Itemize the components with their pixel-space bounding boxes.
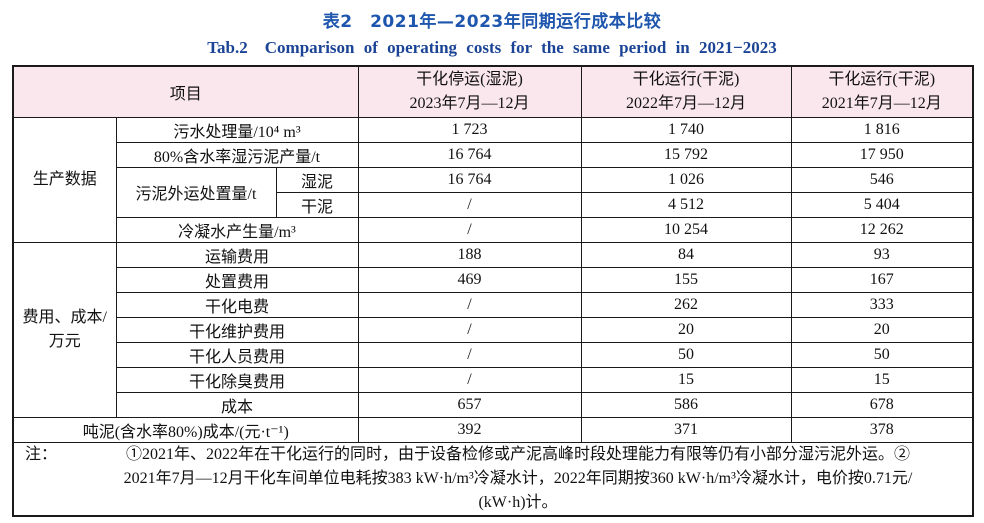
table-row: 干化维护费用 / 20 20 <box>13 316 974 343</box>
table-note: 注： ①2021年、2022年在干化运行的同时，由于设备检修或产泥高峰时段处理能… <box>12 441 974 516</box>
value-cell: 1 723 <box>357 116 582 143</box>
value-cell: / <box>357 216 582 243</box>
value-cell: 546 <box>790 166 974 193</box>
row-label: 冷凝水产生量/m³ <box>115 216 359 243</box>
row-label: 干化电费 <box>115 291 359 318</box>
note-line-3: (kW·h)计。 <box>478 493 558 511</box>
header-line1: 干化停运(湿泥) <box>416 70 523 88</box>
value-cell: 16 764 <box>357 141 582 168</box>
sub-label: 湿泥 <box>275 166 359 193</box>
note-label: 注： <box>24 445 57 463</box>
value-cell: 50 <box>580 341 792 368</box>
table-row: 生产数据 污水处理量/10⁴ m³ 1 723 1 740 1 816 <box>12 116 974 243</box>
row-label: 运输费用 <box>115 241 359 268</box>
sub-label: 干泥 <box>275 191 359 218</box>
table-row: 干化电费 / 262 333 <box>13 291 974 318</box>
value-cell: 10 254 <box>580 216 792 243</box>
table-row: 冷凝水产生量/m³ / 10 254 12 262 <box>13 216 974 243</box>
value-cell: 4 512 <box>580 191 792 218</box>
note-text: ①2021年、2022年在干化运行的同时，由于设备检修或产泥高峰时段处理能力有限… <box>66 443 970 515</box>
comparison-table: 项目 干化停运(湿泥) 2023年7月—12月 干化运行(干泥) 2022年7月… <box>12 65 975 517</box>
table-header-row: 项目 干化停运(湿泥) 2023年7月—12月 干化运行(干泥) 2022年7月… <box>12 65 974 118</box>
row-label: 干化除臭费用 <box>115 366 359 393</box>
value-cell: 15 792 <box>580 141 792 168</box>
row-label: 干化人员费用 <box>115 341 359 368</box>
value-cell: 15 <box>580 366 792 393</box>
value-cell: 16 764 <box>357 166 582 193</box>
row-label: 处置费用 <box>115 266 359 293</box>
value-cell: 93 <box>790 241 974 268</box>
value-cell: 371 <box>580 416 792 443</box>
group-cell-production: 生产数据 <box>12 116 117 243</box>
value-cell: / <box>357 341 582 368</box>
header-line1: 干化运行(干泥) <box>632 70 740 88</box>
header-cell-period-2023: 干化停运(湿泥) 2023年7月—12月 <box>357 65 582 118</box>
row-label: 污水处理量/10⁴ m³ <box>115 116 359 143</box>
value-cell: 1 816 <box>790 116 974 143</box>
value-cell: 469 <box>357 266 582 293</box>
value-cell: / <box>357 291 582 318</box>
value-cell: 50 <box>790 341 974 368</box>
table-row: 80%含水率湿污泥产量/t 16 764 15 792 17 950 <box>13 141 974 168</box>
note-line-2: 2021年7月—12月干化车间单位电耗按383 kW·h/m³冷凝水计，2022… <box>123 469 913 487</box>
value-cell: 586 <box>580 391 792 418</box>
table-note-row: 注： ①2021年、2022年在干化运行的同时，由于设备检修或产泥高峰时段处理能… <box>12 441 974 516</box>
value-cell: 378 <box>790 416 974 443</box>
header-line2: 2022年7月—12月 <box>626 94 747 112</box>
table-row: 成本 657 586 678 <box>13 391 974 418</box>
header-cell-period-2021: 干化运行(干泥) 2021年7月—12月 <box>790 65 974 118</box>
note-line-1: ①2021年、2022年在干化运行的同时，由于设备检修或产泥高峰时段处理能力有限… <box>126 445 911 463</box>
row-label: 80%含水率湿污泥产量/t <box>115 141 359 168</box>
header-line2: 2023年7月—12月 <box>409 94 530 112</box>
table-row: 处置费用 469 155 167 <box>13 266 974 293</box>
value-cell: 20 <box>580 316 792 343</box>
value-cell: 5 404 <box>790 191 974 218</box>
table-row: 干化人员费用 / 50 50 <box>13 341 974 368</box>
group-cell-cost: 费用、成本/ 万元 <box>12 241 117 418</box>
value-cell: 188 <box>357 241 582 268</box>
table-row: 吨泥(含水率80%)成本/(元·t⁻¹) 392 371 378 <box>12 416 974 443</box>
value-cell: 657 <box>357 391 582 418</box>
value-cell: 15 <box>790 366 974 393</box>
value-cell: 392 <box>357 416 582 443</box>
value-cell: 678 <box>790 391 974 418</box>
header-cell-period-2022: 干化运行(干泥) 2022年7月—12月 <box>580 65 792 118</box>
value-cell: 262 <box>580 291 792 318</box>
value-cell: / <box>357 366 582 393</box>
value-cell: 333 <box>790 291 974 318</box>
table-title-en: Tab.2 Comparison of operating costs for … <box>207 38 777 57</box>
value-cell: 84 <box>580 241 792 268</box>
header-line1: 干化运行(干泥) <box>828 70 936 88</box>
row-label: 吨泥(含水率80%)成本/(元·t⁻¹) <box>12 416 359 443</box>
row-label: 干化维护费用 <box>115 316 359 343</box>
value-cell: 12 262 <box>790 216 974 243</box>
value-cell: 1 740 <box>580 116 792 143</box>
value-cell: / <box>357 316 582 343</box>
value-cell: 20 <box>790 316 974 343</box>
value-cell: 167 <box>790 266 974 293</box>
row-label: 污泥外运处置量/t <box>115 166 277 218</box>
value-cell: 155 <box>580 266 792 293</box>
table-title-zh: 表2 2021年—2023年同期运行成本比较 <box>322 12 662 32</box>
group-line2: 万元 <box>48 332 81 350</box>
value-cell: / <box>357 191 582 218</box>
header-line2: 2021年7月—12月 <box>821 94 942 112</box>
table-row: 费用、成本/ 万元 运输费用 188 84 93 <box>12 241 974 418</box>
value-cell: 1 026 <box>580 166 792 193</box>
table-row: 干化除臭费用 / 15 15 <box>13 366 974 393</box>
row-label: 成本 <box>115 391 359 418</box>
header-cell-item: 项目 <box>12 65 359 118</box>
table-row: 污泥外运处置量/t 湿泥 16 764 1 026 546 <box>13 166 974 218</box>
group-line1: 费用、成本/ <box>22 308 107 326</box>
value-cell: 17 950 <box>790 141 974 168</box>
